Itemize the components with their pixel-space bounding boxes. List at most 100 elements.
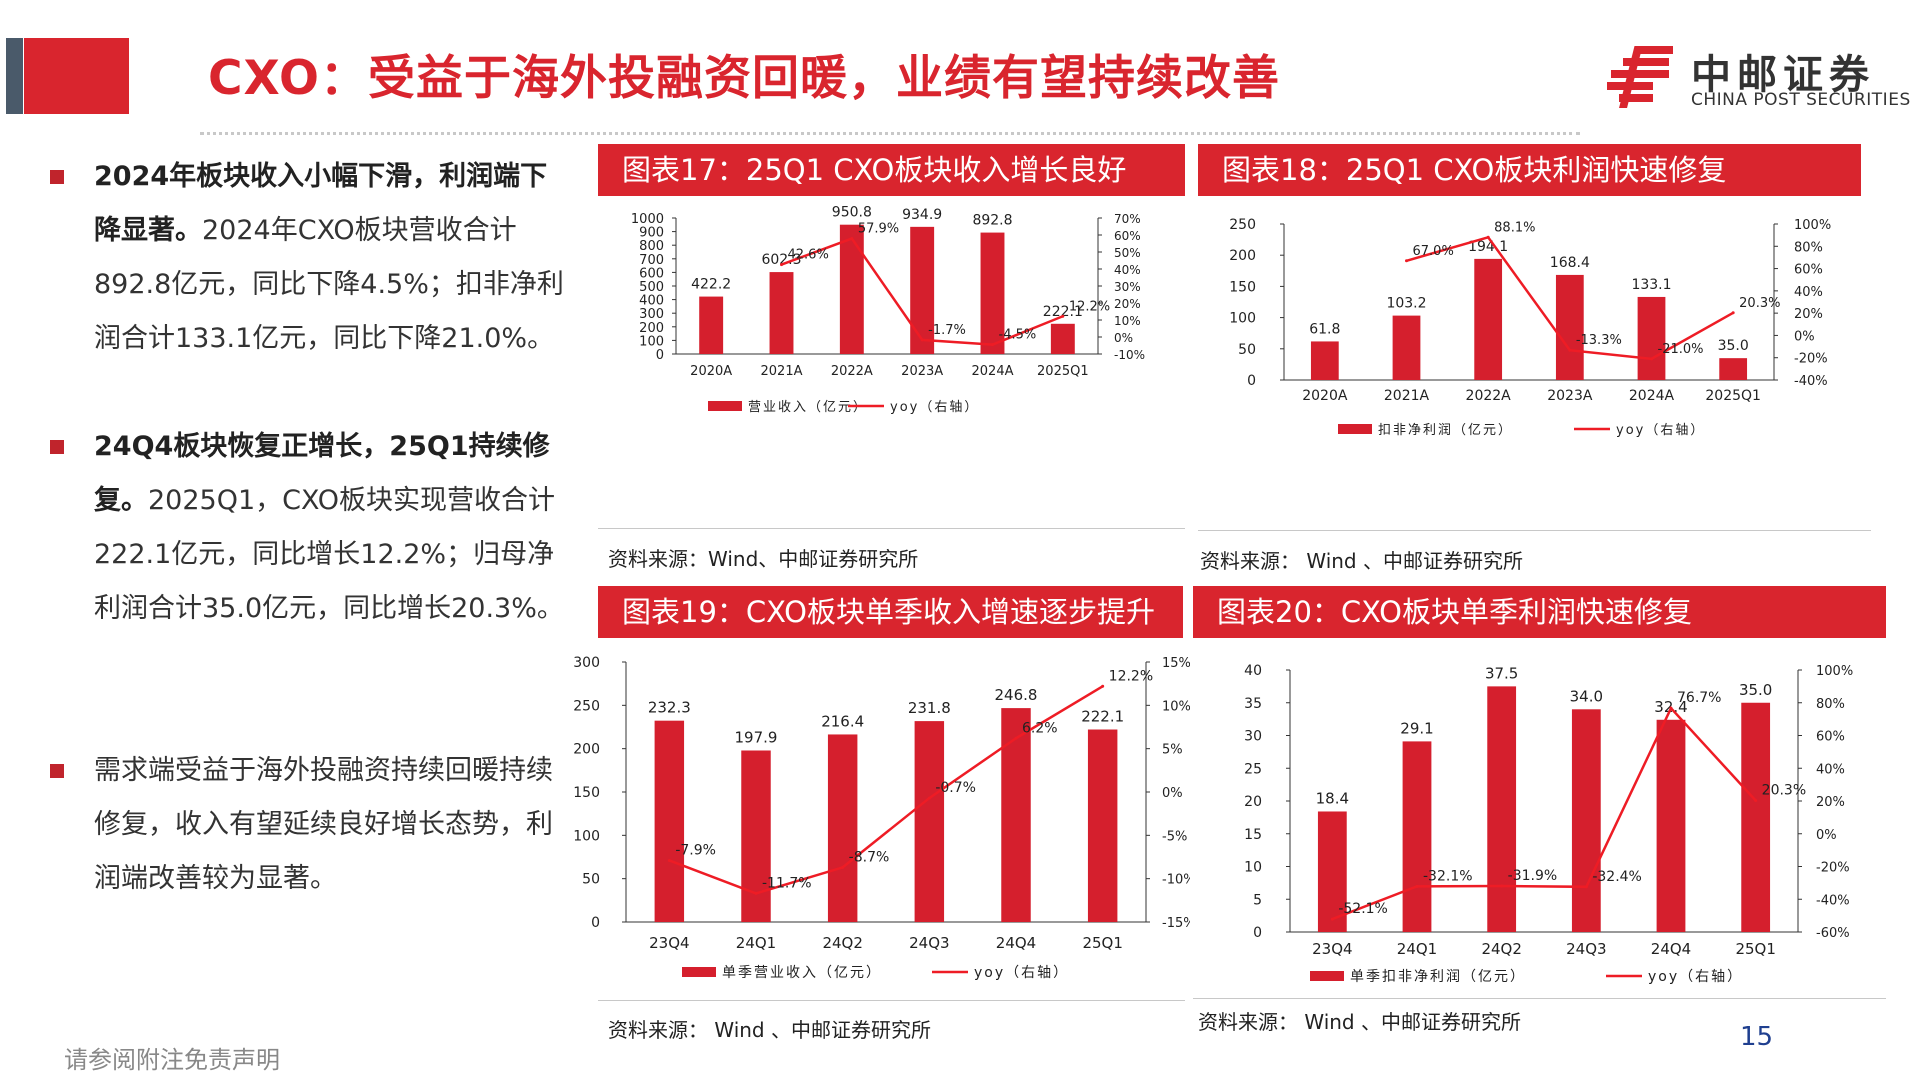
bar-value-label: 61.8 [1309, 321, 1340, 337]
header-red-block [24, 38, 129, 114]
bar-value-label: 934.9 [902, 207, 942, 223]
y2-tick-label: -40% [1794, 374, 1828, 389]
x-category-label: 24Q2 [1481, 940, 1521, 958]
page-number: 15 [1740, 1022, 1774, 1052]
logo-english-text: CHINA POST SECURITIES [1691, 90, 1911, 110]
x-category-label: 24Q1 [1397, 940, 1437, 958]
y-tick-label: 100 [573, 828, 600, 844]
y-tick-label: 300 [573, 655, 600, 671]
bar-value-label: 133.1 [1631, 277, 1671, 293]
y-tick-label: 300 [639, 307, 664, 322]
disclaimer-text: 请参阅附注免责声明 [64, 1046, 280, 1074]
y-tick-label: 250 [1229, 217, 1256, 233]
yoy-value-label: 6.2% [1022, 720, 1058, 736]
y-tick-label: 900 [639, 226, 664, 241]
yoy-point [850, 237, 854, 241]
yoy-point [667, 858, 671, 862]
x-category-label: 25Q1 [1735, 940, 1775, 958]
chart-20-title: 图表20：CXO板块单季利润快速修复 [1193, 586, 1886, 638]
chart-18-divider [1198, 530, 1871, 531]
bar-value-label: 246.8 [995, 686, 1038, 704]
bullet-item: 2024年板块收入小幅下滑，利润端下降显著。2024年CXO板块营收合计892.… [50, 150, 570, 366]
y2-tick-label: 70% [1114, 212, 1141, 226]
chart-17: 0 100 200 300 400 500 600 700 800 900 1000 -10% 0% 10… [598, 206, 1188, 516]
bar [839, 224, 864, 354]
x-category-label: 24Q2 [822, 934, 862, 952]
bar [914, 721, 945, 922]
x-category-label: 2022A [831, 364, 873, 379]
y-tick-label: 25 [1244, 761, 1262, 777]
china-post-logo-icon [1607, 46, 1673, 108]
chart-20: 0 5 10 15 20 25 30 35 40 -60% -40% -20% 0% 20% 40% 60% 8… [1198, 648, 1898, 988]
chart-20-divider [1193, 998, 1886, 999]
x-category-label: 24Q1 [736, 934, 776, 952]
bar [1741, 702, 1771, 932]
yoy-value-label: 20.3% [1762, 783, 1806, 799]
y-tick-label: 30 [1244, 729, 1262, 745]
y2-tick-label: 60% [1114, 229, 1141, 243]
y2-tick-label: 80% [1816, 697, 1845, 712]
bar [1719, 358, 1748, 380]
x-category-label: 2024A [972, 364, 1014, 379]
chart-19-divider [598, 1000, 1185, 1001]
yoy-value-label: 67.0% [1413, 244, 1454, 259]
bar [1487, 686, 1517, 932]
y-tick-label: 150 [573, 785, 600, 801]
chart-19-title: 图表19：CXO板块单季收入增速逐步提升 [598, 586, 1183, 638]
y-tick-label: 20 [1244, 794, 1262, 810]
yoy-value-label: 57.9% [858, 222, 899, 237]
chart-19: 0 50 100 150 200 250 300 -15% -10% -5% 0% 5% 10% 15% 2… [570, 648, 1190, 988]
y-tick-label: 50 [582, 872, 600, 888]
legend-bar-swatch [1310, 971, 1344, 981]
bar [741, 750, 771, 922]
yoy-point [1415, 884, 1419, 888]
logo-chinese-text: 中邮证券 [1691, 52, 1875, 98]
x-category-label: 23Q4 [649, 934, 689, 952]
y-tick-label: 0 [1247, 373, 1256, 389]
bar-value-label: 216.4 [821, 712, 864, 730]
y2-tick-label: -40% [1816, 893, 1850, 908]
yoy-point [927, 796, 931, 800]
x-category-label: 2025Q1 [1705, 388, 1761, 404]
bar-value-label: 35.0 [1718, 338, 1749, 354]
y-tick-label: 500 [639, 280, 664, 295]
y2-tick-label: 60% [1816, 730, 1845, 745]
yoy-point [1500, 884, 1504, 888]
bar [1310, 341, 1339, 380]
y-tick-label: 150 [1229, 279, 1256, 295]
y2-tick-label: 40% [1794, 285, 1823, 300]
bar [1637, 296, 1666, 380]
yoy-value-label: -13.3% [1576, 333, 1622, 348]
yoy-line [668, 685, 1104, 895]
bullet-square-icon [50, 440, 64, 454]
bar [1402, 741, 1432, 932]
yoy-line [1331, 705, 1757, 921]
bar-value-label: 892.8 [972, 213, 1012, 229]
y-tick-label: 0 [656, 348, 664, 363]
yoy-point [1731, 311, 1735, 315]
y2-tick-label: -20% [1816, 861, 1850, 876]
chart-19-source: 资料来源： Wind 、中邮证券研究所 [608, 1018, 931, 1042]
bar [1050, 323, 1075, 354]
bullet-text: 2024年CXO板块营收合计892.8亿元，同比下降4.5%；扣非净利润合计13… [94, 215, 564, 354]
y-tick-label: 0 [591, 915, 600, 931]
y2-tick-label: 0% [1114, 331, 1133, 345]
x-category-label: 25Q1 [1082, 934, 1122, 952]
y2-tick-label: 40% [1816, 762, 1845, 777]
legend-bar-swatch [708, 401, 742, 411]
bar [1392, 315, 1421, 380]
y2-tick-label: 30% [1114, 280, 1141, 294]
y2-tick-label: 80% [1794, 240, 1823, 255]
legend-bar-label: 扣非净利润（亿元） [1378, 423, 1513, 438]
bar [827, 734, 858, 922]
bar [1087, 729, 1118, 922]
y2-tick-label: 20% [1114, 297, 1141, 311]
x-category-label: 2021A [1384, 388, 1430, 404]
yoy-value-label: 20.3% [1739, 296, 1780, 311]
y-tick-label: 600 [639, 266, 664, 281]
bar-value-label: 422.2 [691, 277, 731, 293]
y2-tick-label: 5% [1162, 743, 1183, 758]
y-tick-label: 100 [639, 334, 664, 349]
x-category-label: 23Q4 [1312, 940, 1352, 958]
